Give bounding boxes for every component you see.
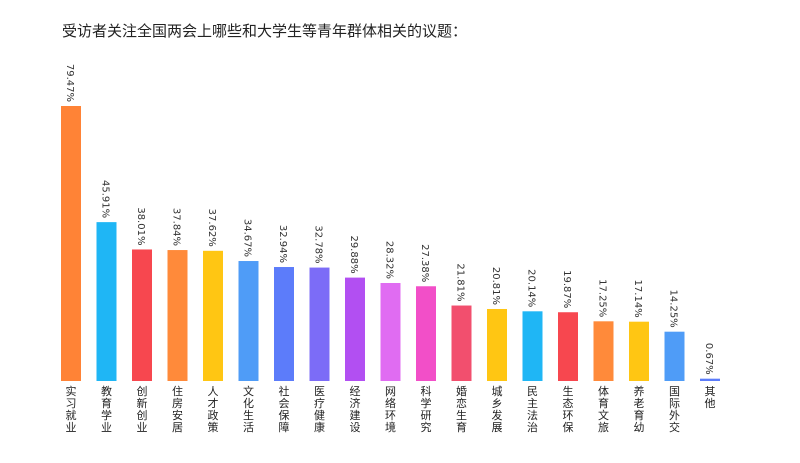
value-label: 32.94% [277,225,288,263]
value-label: 38.01% [135,207,146,245]
bar-城乡发展 [487,308,507,381]
value-label: 0.67% [703,343,714,375]
value-label: 34.67% [242,219,253,257]
bar-文化生活 [238,261,259,381]
bar-婚恋生育 [451,305,472,381]
category-label: 住房安居 [172,384,183,434]
category-label: 教育学业 [101,385,112,434]
category-label: 社会保障 [279,384,290,434]
value-label: 37.62% [206,209,217,247]
value-label: 79.47% [64,64,75,102]
category-label: 科学研究 [421,384,432,434]
category-label: 实习就业 [66,384,77,434]
category-label: 文化生活 [243,384,254,434]
category-label: 医疗健康 [314,385,325,434]
value-label: 20.81% [490,267,501,305]
bar-经济建设 [345,277,365,381]
value-label: 17.25% [597,279,608,317]
bars-group [61,106,720,381]
bar-社会保障 [274,267,294,381]
value-label: 45.91% [100,180,111,218]
bar-人才政策 [203,250,223,381]
value-label: 37.84% [171,208,182,246]
bar-国际外交 [664,331,685,381]
category-label: 生态环保 [563,384,574,434]
value-labels-group: 79.47% 45.91% 38.01% 37.84% 37.62% 34.67% 32.9… [64,64,714,375]
category-label: 创新创业 [137,385,148,434]
category-label: 国际外交 [669,385,680,434]
category-label: 体育文旅 [598,384,609,434]
chart-title: 受访者关注全国两会上哪些和大学生等青年群体相关的议题： [62,22,468,40]
bar-体育文旅 [593,321,614,381]
bar-网络环境 [380,283,401,381]
bar-住房安居 [167,250,188,381]
category-labels-group: 实习就业 教育学业 创新创业 住房安居 人才政策 文化生活 社会保障 医疗健康 经济建设 网络环境… [66,384,716,434]
value-label: 17.14% [632,280,643,318]
category-label: 养老育幼 [634,384,645,434]
bar-科学研究 [416,286,436,381]
category-label: 人才政策 [208,385,219,434]
value-label: 27.38% [419,244,430,282]
category-label: 婚恋生育 [456,384,467,434]
category-label: 民主法治 [527,385,538,434]
category-label: 经济建设 [350,385,361,434]
value-label: 14.25% [668,290,679,328]
value-label: 20.14% [526,269,537,307]
value-label: 32.78% [313,225,324,263]
bar-创新创业 [132,249,152,381]
bar-生态环保 [558,312,578,381]
bar-其他 [700,378,720,381]
bar-民主法治 [522,311,543,381]
bar-实习就业 [61,106,81,381]
category-label: 城乡发展 [492,385,503,434]
bar-养老育幼 [629,321,649,381]
value-label: 28.32% [384,241,395,279]
value-label: 21.81% [455,263,466,301]
bar-教育学业 [96,222,117,381]
category-label: 其他 [705,385,716,410]
category-label: 网络环境 [385,385,396,434]
value-label: 19.87% [561,270,572,308]
bar-医疗健康 [309,267,330,381]
value-label: 29.88% [348,235,359,273]
